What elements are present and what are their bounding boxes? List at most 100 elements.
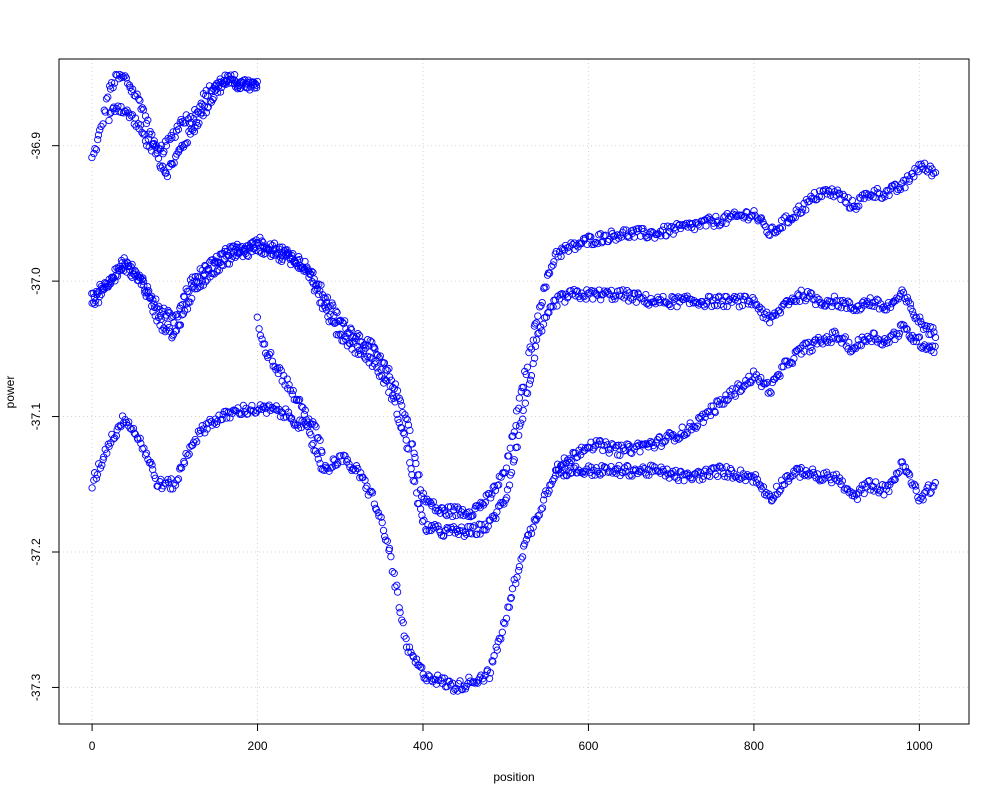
data-point [390,569,398,577]
data-point [174,125,183,134]
data-point [573,241,581,249]
data-point [303,265,312,273]
data-point [699,475,707,483]
data-point [363,482,371,490]
data-point [642,471,651,479]
data-point [754,305,762,313]
y-axis: -37.3 -37.2 -37.1 -37.0 -36.9 [29,132,60,701]
data-point [371,345,379,353]
data-point [243,84,252,92]
data-point [143,282,152,291]
data-point [887,478,895,486]
data-point [324,313,332,321]
data-point [912,314,921,322]
data-point [393,588,402,596]
data-point [715,462,724,470]
data-point [523,531,532,540]
data-point [264,403,272,411]
data-point [178,311,186,319]
data-point [714,472,722,481]
data-point [402,634,410,643]
data-point [244,252,253,260]
data-point [409,477,417,485]
data-point [612,292,620,300]
data-point [534,312,542,320]
data-point [488,512,496,521]
data-point [400,632,408,640]
data-point [529,336,537,344]
data-point [150,300,158,308]
data-point [122,74,130,82]
data-point [837,480,845,489]
data-point [522,370,530,379]
data-point [180,292,188,300]
data-point [329,455,337,463]
data-point [253,77,261,86]
data-point [345,339,353,347]
data-point [301,420,310,429]
data-point [810,188,819,197]
data-point [385,544,394,553]
data-point [648,468,656,476]
data-point [259,238,267,246]
data-point [845,338,853,347]
data-point [391,398,399,406]
data-point [800,347,808,355]
data-point [521,399,529,407]
data-point [654,230,663,238]
data-point [931,342,939,351]
data-point [434,522,442,530]
data-point [216,88,225,96]
data-point [651,234,659,242]
data-point [418,517,427,526]
data-point [565,459,574,467]
data-point [523,363,532,371]
data-point [103,449,111,457]
data-point [912,486,920,495]
data-point [314,455,322,463]
data-point [924,481,933,489]
data-point [148,130,156,138]
data-point [141,451,150,459]
data-point [391,380,399,388]
data-point [473,530,481,538]
data-point [893,294,901,302]
data-point [542,283,550,291]
data-point [534,512,542,520]
data-point [526,376,535,384]
data-point [204,104,212,112]
data-point [600,442,608,450]
data-point [536,303,544,311]
data-point [711,294,719,302]
data-point [127,112,135,120]
data-point [96,126,104,134]
data-point [547,480,555,489]
data-point [806,289,815,297]
data-point [396,397,405,405]
data-point [665,300,674,309]
data-point [857,194,865,203]
data-point [261,349,270,357]
data-point [498,628,506,636]
data-point [793,209,801,217]
data-point [610,467,618,476]
data-point [101,108,109,116]
data-point [817,301,826,309]
data-point [385,365,393,373]
data-point [185,450,193,458]
data-point [808,346,816,355]
data-point [140,282,148,290]
data-point [707,402,715,410]
data-point [931,479,939,487]
data-point [99,120,107,128]
data-point [418,663,426,672]
data-point [905,471,914,479]
data-point [728,385,736,393]
data-point [150,139,158,148]
data-point [623,462,631,470]
data-point [873,295,881,303]
data-point [282,252,290,260]
data-point [323,293,332,301]
data-point [894,469,902,477]
data-point [136,96,144,105]
